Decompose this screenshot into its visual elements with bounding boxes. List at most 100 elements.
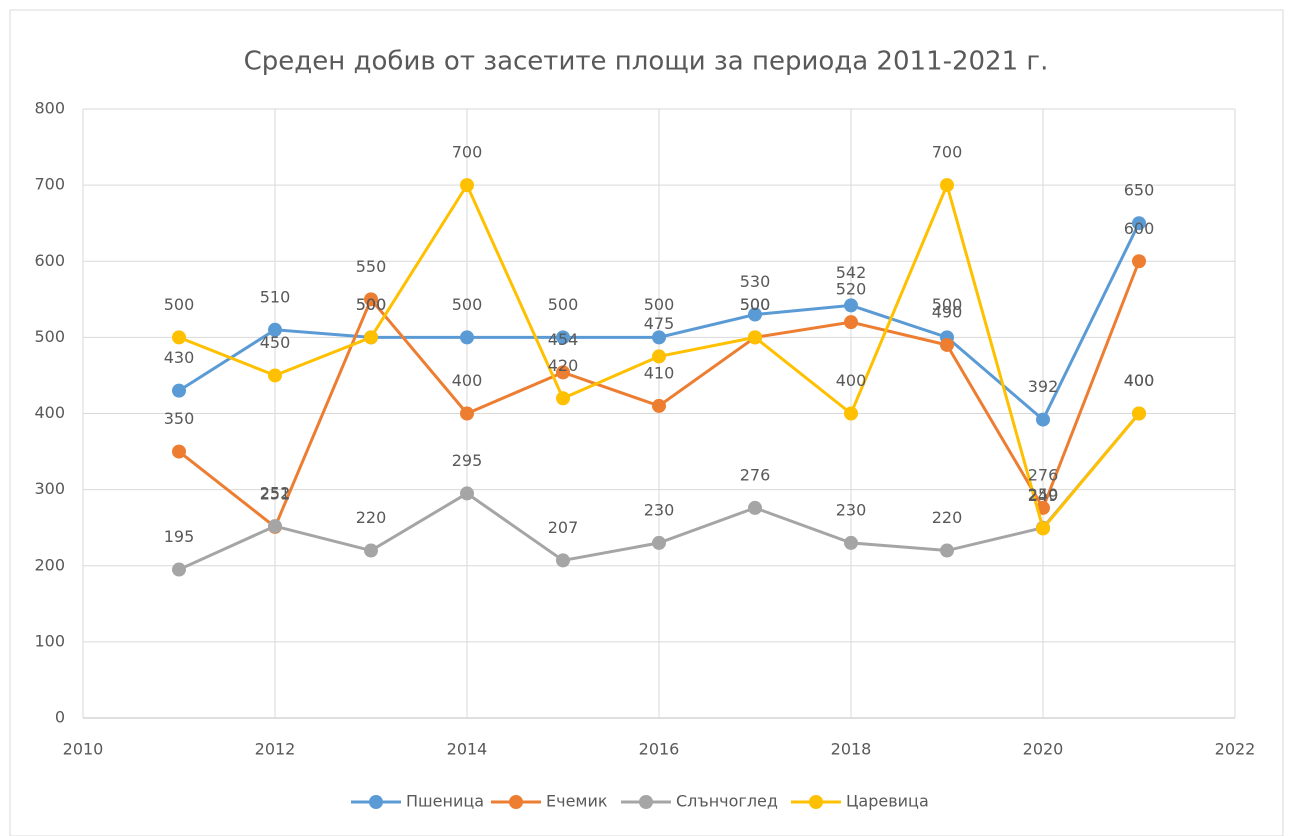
data-point	[460, 330, 474, 345]
data-label: 252	[260, 484, 291, 503]
legend-marker	[369, 795, 383, 809]
data-label: 650	[1124, 181, 1155, 200]
data-label: 510	[260, 287, 291, 306]
legend-label: Пшеница	[406, 792, 484, 811]
data-label: 500	[644, 295, 675, 314]
y-tick-label: 800	[34, 99, 65, 118]
data-label: 230	[644, 500, 675, 519]
data-label: 700	[932, 143, 963, 162]
data-label: 251	[260, 484, 291, 503]
data-point	[556, 553, 570, 568]
data-point	[844, 535, 858, 550]
data-point	[460, 178, 474, 193]
data-label: 475	[644, 314, 675, 333]
data-label: 250	[1028, 485, 1059, 504]
legend-marker	[809, 795, 823, 809]
data-label: 520	[836, 280, 867, 299]
data-label: 276	[1028, 465, 1059, 484]
data-point	[844, 298, 858, 313]
x-tick-label: 2018	[831, 740, 872, 759]
data-label: 450	[260, 333, 291, 352]
data-point	[748, 500, 762, 515]
data-point	[1132, 216, 1146, 231]
chart-title: Среден добив от засетите площи за период…	[244, 47, 1049, 77]
x-tick-label: 2020	[1023, 740, 1064, 759]
data-label: 500	[356, 295, 387, 314]
y-tick-label: 300	[34, 479, 65, 498]
data-label: 530	[740, 272, 771, 291]
data-label: 550	[356, 257, 387, 276]
data-label: 500	[932, 295, 963, 314]
data-point	[172, 444, 186, 459]
data-point	[652, 398, 666, 413]
data-point	[364, 330, 378, 345]
data-label: 500	[164, 295, 195, 314]
data-point	[1036, 412, 1050, 427]
data-label: 230	[836, 500, 867, 519]
y-tick-label: 700	[34, 175, 65, 194]
data-label: 454	[548, 330, 579, 349]
data-label: 400	[1124, 371, 1155, 390]
data-point	[748, 330, 762, 345]
data-label: 295	[452, 451, 483, 470]
data-label: 220	[932, 508, 963, 527]
data-label: 400	[836, 371, 867, 390]
x-tick-label: 2022	[1215, 740, 1256, 759]
data-label: 500	[740, 295, 771, 314]
y-tick-label: 100	[34, 631, 65, 650]
y-tick-label: 600	[34, 251, 65, 270]
data-point	[652, 330, 666, 345]
data-label: 500	[356, 295, 387, 314]
data-point	[268, 519, 282, 534]
x-tick-label: 2012	[255, 740, 296, 759]
legend-label: Царевица	[846, 792, 929, 811]
data-label: 207	[548, 518, 579, 537]
data-point	[844, 406, 858, 421]
data-point	[172, 383, 186, 398]
legend-label: Слънчоглед	[676, 792, 778, 811]
data-label: 500	[740, 295, 771, 314]
data-label: 400	[1124, 371, 1155, 390]
data-label: 542	[836, 263, 867, 282]
y-tick-label: 0	[55, 708, 65, 727]
data-point	[652, 535, 666, 550]
data-label: 420	[548, 356, 579, 375]
x-tick-label: 2014	[447, 740, 488, 759]
data-label: 220	[356, 508, 387, 527]
data-point	[940, 543, 954, 558]
data-point	[268, 322, 282, 337]
legend-marker	[509, 795, 523, 809]
y-tick-label: 500	[34, 327, 65, 346]
data-point	[172, 562, 186, 577]
data-point	[1036, 521, 1050, 536]
data-point	[940, 178, 954, 193]
data-label: 410	[644, 363, 675, 382]
data-label: 490	[932, 302, 963, 321]
data-label: 249	[1028, 486, 1059, 505]
data-point	[460, 406, 474, 421]
data-label: 430	[164, 348, 195, 367]
data-point	[364, 543, 378, 558]
data-point	[1132, 254, 1146, 269]
data-label: 195	[164, 527, 195, 546]
data-point	[940, 337, 954, 352]
data-point	[844, 315, 858, 330]
legend-marker	[639, 795, 653, 809]
data-point	[556, 330, 570, 345]
data-point	[364, 292, 378, 307]
data-point	[652, 349, 666, 364]
x-tick-label: 2016	[639, 740, 680, 759]
data-label: 500	[452, 295, 483, 314]
legend-label: Ечемик	[546, 792, 608, 811]
data-label: 500	[548, 295, 579, 314]
chart-border	[9, 9, 1284, 836]
data-label: 350	[164, 409, 195, 428]
data-point	[268, 368, 282, 383]
data-label: 700	[452, 143, 483, 162]
data-point	[748, 307, 762, 322]
data-label: 392	[1028, 377, 1059, 396]
data-label: 600	[1124, 219, 1155, 238]
y-tick-label: 200	[34, 555, 65, 574]
